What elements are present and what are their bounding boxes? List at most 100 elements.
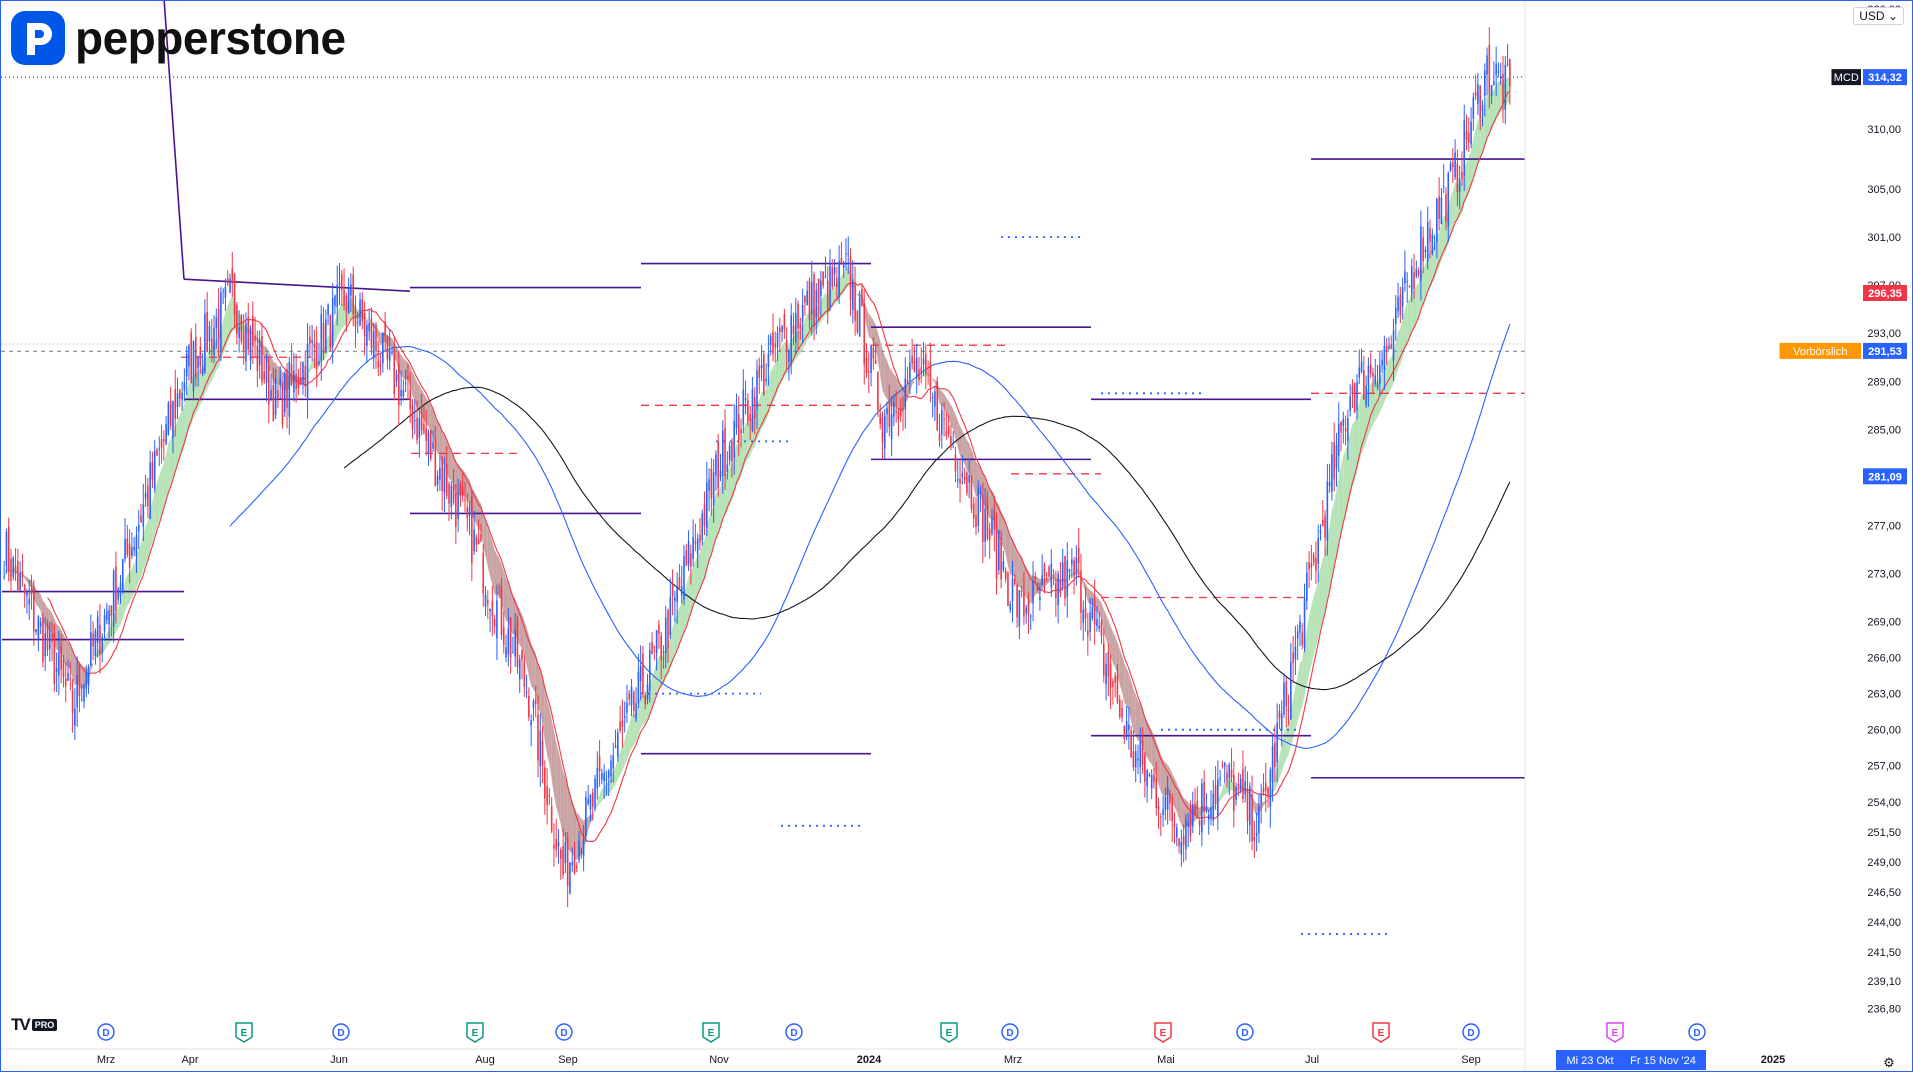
candle-body xyxy=(261,336,263,382)
candle-body xyxy=(309,337,311,344)
candle-body xyxy=(316,342,318,369)
candle-body xyxy=(1178,839,1180,846)
candle-body xyxy=(131,547,133,556)
event-marker-letter: D xyxy=(102,1028,109,1039)
candle-body xyxy=(555,839,557,850)
candle-body xyxy=(1087,631,1089,636)
currency-selector[interactable]: USD ⌄ xyxy=(1853,7,1904,25)
candle-body xyxy=(1270,770,1272,807)
candle-body xyxy=(1409,286,1411,287)
candle-body xyxy=(236,305,238,335)
candle-body xyxy=(774,343,776,347)
ribbon-segment xyxy=(716,492,718,540)
candle-body xyxy=(101,637,103,653)
candle-body xyxy=(804,296,806,303)
candle-body xyxy=(918,369,920,380)
candle-body xyxy=(523,661,525,687)
candle-body xyxy=(339,283,341,284)
ribbon-segment xyxy=(549,708,551,779)
candle-body xyxy=(311,340,313,343)
event-marker-letter: E xyxy=(1378,1028,1385,1039)
candle-body xyxy=(964,477,966,480)
candle-body xyxy=(1005,571,1007,579)
candle-body xyxy=(327,305,329,315)
candle-body xyxy=(314,344,316,347)
candle-body xyxy=(758,366,760,378)
candle-body xyxy=(156,450,158,456)
candle-body xyxy=(35,629,37,632)
candle-body xyxy=(76,675,78,707)
ribbon-segment xyxy=(162,463,164,514)
candle-body xyxy=(1238,784,1240,785)
ribbon-segment xyxy=(1120,649,1122,692)
candle-body xyxy=(1019,590,1021,626)
candle-body xyxy=(825,276,827,277)
ribbon-segment xyxy=(1387,360,1389,398)
candle-body xyxy=(875,360,877,364)
ribbon-segment xyxy=(310,360,312,371)
candle-body xyxy=(138,525,140,532)
candle-body xyxy=(1267,788,1269,797)
candle-body xyxy=(631,686,633,704)
candle-body xyxy=(688,541,690,564)
candle-body xyxy=(330,315,332,347)
ribbon-segment xyxy=(620,747,622,775)
candle-body xyxy=(400,390,402,397)
candle-body xyxy=(1416,269,1418,277)
candle-body xyxy=(259,341,261,364)
ribbon-segment xyxy=(139,544,141,582)
ribbon-segment xyxy=(559,751,561,824)
candle-body xyxy=(1014,579,1016,584)
candle-body xyxy=(1377,384,1379,387)
candle-body xyxy=(1212,793,1214,820)
candle-body xyxy=(56,669,58,672)
candle-body xyxy=(1336,445,1338,469)
candle-body xyxy=(1459,179,1461,192)
candle-body xyxy=(279,379,281,385)
candle-body xyxy=(866,358,868,373)
y-tick-label: 251,50 xyxy=(1867,827,1901,839)
candle-body xyxy=(1025,607,1027,613)
candle-body xyxy=(777,333,779,347)
candle-body xyxy=(1233,775,1235,811)
candle-body xyxy=(289,362,291,417)
ribbon-segment xyxy=(1019,554,1021,588)
candle-body xyxy=(512,652,514,653)
candle-body xyxy=(1126,721,1128,737)
y-tick-label: 285,00 xyxy=(1867,424,1901,436)
ribbon-segment xyxy=(702,540,704,583)
candle-body xyxy=(610,761,612,776)
x-tick-label: 2024 xyxy=(857,1054,882,1066)
candle-body xyxy=(213,328,215,355)
candle-body xyxy=(1272,746,1274,782)
price-axis-background xyxy=(1525,1,1912,1071)
candle-body xyxy=(1363,370,1365,400)
candle-body xyxy=(85,672,87,689)
candle-body xyxy=(708,479,710,490)
candle-body xyxy=(845,253,847,254)
candle-body xyxy=(1190,810,1192,835)
candle-body xyxy=(428,432,430,453)
candle-body xyxy=(720,471,722,477)
candle-body xyxy=(238,327,240,338)
candle-body xyxy=(51,633,53,642)
candle-body xyxy=(108,610,110,625)
ribbon-segment xyxy=(159,469,161,520)
ribbon-segment xyxy=(1321,559,1323,628)
candle-body xyxy=(952,446,954,447)
candle-body xyxy=(590,795,592,810)
candle-body xyxy=(562,846,564,875)
candle-body xyxy=(829,266,831,308)
candle-body xyxy=(1110,664,1112,688)
candle-body xyxy=(371,318,373,348)
candle-body xyxy=(140,515,142,522)
candle-body xyxy=(343,290,345,305)
candle-body xyxy=(558,842,560,846)
candle-body xyxy=(1374,375,1376,383)
candle-body xyxy=(797,304,799,329)
ribbon-segment xyxy=(429,401,431,433)
candle-body xyxy=(70,678,72,679)
candle-body xyxy=(307,344,309,399)
